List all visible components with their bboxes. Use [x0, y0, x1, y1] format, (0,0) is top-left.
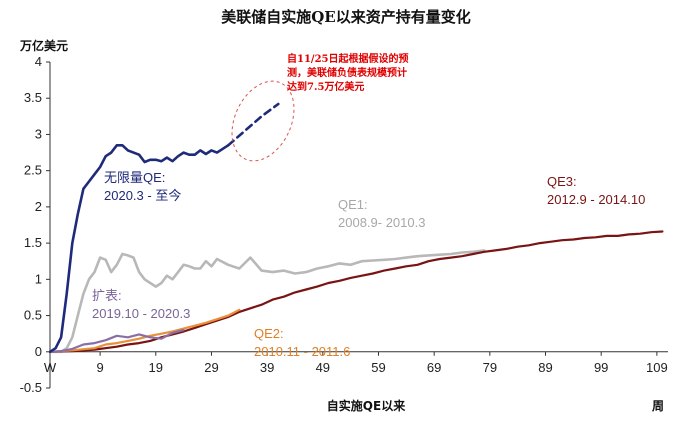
annotation-unlimited-qe: 无限量QE: 2020.3 - 至今 [104, 170, 181, 203]
forecast-note-line-2: 测，美联储负债表规模预计 [287, 66, 407, 79]
x-tick-label: 69 [427, 360, 441, 375]
series-line-unlimited-qe [48, 144, 230, 354]
y-tick-label: 2 [35, 199, 42, 214]
x-tick-label: 9 [96, 360, 103, 375]
y-tick-label: 0 [35, 344, 42, 359]
axes: -0.5 0 0.5 1 1.5 2 2.5 3 3.5 4 W 9 19 29 39 49 59 69 79 89 9… [20, 54, 668, 395]
series-line-unlimited-qe-forecast [226, 102, 280, 147]
series-line-expansion [48, 328, 185, 353]
qe3-name: QE3: [547, 174, 577, 189]
x-tick-label: 39 [260, 360, 274, 375]
y-tick-label: 1.5 [24, 235, 42, 250]
y-tick-label: 3.5 [24, 90, 42, 105]
y-tick-label: 4 [35, 54, 42, 69]
x-tick-label: 19 [149, 360, 163, 375]
unlimited-qe-period: 2020.3 - 至今 [104, 188, 181, 203]
annotation-expansion: 扩表: 2019.10 - 2020.3 [92, 288, 190, 321]
y-tick-label: 1 [35, 271, 42, 286]
series-line-qe2 [48, 308, 241, 353]
y-tick-label: -0.5 [20, 380, 42, 395]
expansion-period: 2019.10 - 2020.3 [92, 306, 190, 321]
forecast-highlight-ellipse [231, 80, 295, 162]
qe1-name: QE1: [338, 197, 368, 212]
qe2-name: QE2: [254, 326, 284, 341]
expansion-name: 扩表: [92, 288, 122, 303]
qe3-period: 2012.9 - 2014.10 [547, 192, 645, 207]
chart-title: 美联储自实施QE以来资产持有量变化 [221, 8, 471, 26]
x-tick-label: W [44, 360, 57, 375]
annotation-qe1: QE1: 2008.9- 2010.3 [338, 197, 425, 230]
x-tick-label: 99 [594, 360, 608, 375]
x-tick-label: 79 [483, 360, 497, 375]
y-tick-label: 2.5 [24, 163, 42, 178]
qe1-period: 2008.9- 2010.3 [338, 215, 425, 230]
qe2-period: 2010.11 - 2011.6 [254, 344, 350, 359]
unlimited-qe-name: 无限量QE: [104, 170, 165, 185]
annotation-qe3: QE3: 2012.9 - 2014.10 [547, 174, 645, 207]
x-tick-label: 109 [646, 360, 668, 375]
series-lines [48, 102, 664, 354]
forecast-note: 自11/25日起根据假设的预 测，美联储负债表规模预计 达到7.5万亿美元 [287, 52, 408, 93]
x-tick-label: 59 [371, 360, 385, 375]
x-tick-label: 49 [316, 360, 330, 375]
y-tick-label: 0.5 [24, 308, 42, 323]
y-tick-label: 3 [35, 126, 42, 141]
x-axis-unit-label: 周 [652, 399, 664, 413]
x-tick-label: 89 [538, 360, 552, 375]
annotation-qe2: QE2: 2010.11 - 2011.6 [254, 326, 350, 359]
x-axis-title: 自实施QE以来 [327, 398, 406, 413]
x-tick-label: 29 [204, 360, 218, 375]
forecast-note-line-3: 达到7.5万亿美元 [287, 80, 364, 93]
y-axis-unit-label: 万亿美元 [19, 38, 68, 53]
series-line-qe3 [48, 230, 664, 353]
series-line-qe1 [48, 249, 486, 354]
forecast-note-line-1: 自11/25日起根据假设的预 [287, 52, 408, 65]
